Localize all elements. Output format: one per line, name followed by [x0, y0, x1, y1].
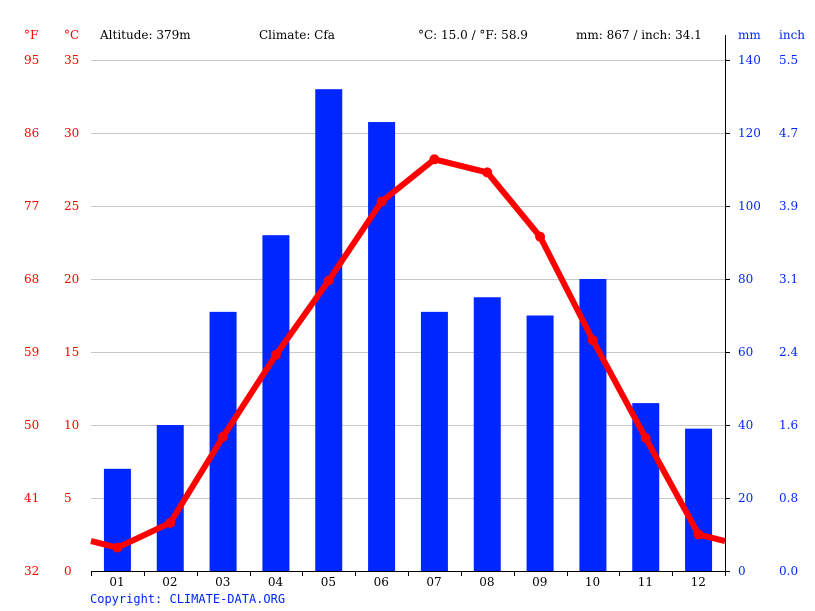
- celsius-tick-label: 30: [64, 126, 80, 140]
- temperature-point: [535, 231, 546, 242]
- mm-unit-label: mm: [738, 28, 761, 42]
- inch-tick-label: 5.5: [779, 53, 799, 67]
- precipitation-bar: [420, 311, 448, 571]
- precipitation-bars: [103, 89, 713, 572]
- climate-label: Climate: Cfa: [259, 28, 335, 42]
- mm-tick-label: 80: [738, 272, 754, 286]
- month-label: 08: [479, 575, 495, 589]
- fahrenheit-tick-label: 59: [24, 345, 40, 359]
- precipitation-bar: [368, 122, 396, 572]
- celsius-tick-label: 20: [64, 272, 80, 286]
- gridlines: [91, 60, 725, 499]
- altitude-label: Altitude: 379m: [100, 28, 191, 42]
- temperature-point: [640, 433, 651, 444]
- temperature-point: [112, 542, 123, 553]
- mm-tick-label: 120: [738, 126, 761, 140]
- celsius-tick-label: 25: [64, 199, 80, 213]
- month-label: 04: [267, 575, 284, 589]
- fahrenheit-tick-label: 41: [24, 491, 40, 505]
- inch-tick-label: 3.1: [779, 272, 799, 286]
- precipitation-bar: [315, 89, 343, 571]
- fahrenheit-tick-label: 50: [24, 418, 40, 432]
- celsius-tick-label: 10: [64, 418, 80, 432]
- precipitation-bar: [156, 425, 184, 571]
- mm-tick-label: 20: [738, 491, 754, 505]
- celsius-unit-label: °C: [64, 28, 80, 42]
- temperature-point: [429, 154, 440, 165]
- temperature-line: [90, 154, 726, 553]
- month-label: 11: [637, 575, 654, 589]
- month-label: 07: [426, 575, 442, 589]
- inch-tick-label: 0.8: [779, 491, 799, 505]
- mm-tick-label: 140: [738, 53, 761, 67]
- celsius-tick-label: 35: [64, 53, 80, 67]
- fahrenheit-tick-label: 86: [24, 126, 40, 140]
- temperature-point: [587, 335, 598, 346]
- month-label: 09: [532, 575, 548, 589]
- mm-tick-label: 40: [738, 418, 754, 432]
- precipitation-bar: [103, 468, 131, 571]
- mm-tick-label: 0: [738, 564, 746, 578]
- precipitation-bar: [526, 315, 554, 571]
- inch-tick-label: 2.4: [779, 345, 799, 359]
- month-label: 03: [215, 575, 231, 589]
- temperature-point: [693, 529, 704, 540]
- copyright-link[interactable]: Copyright: CLIMATE-DATA.ORG: [90, 592, 286, 606]
- mm-tick-label: 60: [738, 345, 754, 359]
- celsius-tick-label: 5: [64, 491, 72, 505]
- precipitation-bar: [473, 297, 501, 571]
- temperature-point: [165, 517, 176, 528]
- fahrenheit-unit-label: °F: [24, 28, 39, 42]
- fahrenheit-tick-label: 68: [24, 272, 40, 286]
- inch-unit-label: inch: [779, 28, 806, 42]
- month-label: 10: [584, 575, 601, 589]
- mm-tick-label: 100: [738, 199, 761, 213]
- axes-lines: [91, 35, 730, 576]
- precipitation-total-label: mm: 867 / inch: 34.1: [576, 28, 702, 42]
- precipitation-bar: [685, 428, 713, 571]
- temperature-point: [218, 431, 229, 442]
- inch-tick-label: 0.0: [779, 564, 799, 578]
- temperature-point: [323, 275, 334, 286]
- celsius-tick-label: 0: [64, 564, 72, 578]
- avg-temperature-label: °C: 15.0 / °F: 58.9: [418, 28, 528, 42]
- month-label: 02: [162, 575, 178, 589]
- temperature-point: [270, 349, 281, 360]
- inch-tick-label: 1.6: [779, 418, 799, 432]
- month-label: 01: [109, 575, 125, 589]
- month-label: 12: [690, 575, 706, 589]
- fahrenheit-tick-label: 32: [24, 564, 40, 578]
- inch-tick-label: 4.7: [779, 126, 799, 140]
- fahrenheit-tick-label: 77: [24, 199, 40, 213]
- celsius-tick-label: 15: [64, 345, 80, 359]
- month-label: 05: [320, 575, 337, 589]
- fahrenheit-tick-label: 95: [24, 53, 40, 67]
- temperature-point: [376, 196, 387, 207]
- month-label: 06: [373, 575, 389, 589]
- temperature-point: [482, 167, 493, 178]
- precipitation-bar: [632, 403, 660, 571]
- precipitation-bar: [262, 235, 290, 571]
- inch-tick-label: 3.9: [779, 199, 799, 213]
